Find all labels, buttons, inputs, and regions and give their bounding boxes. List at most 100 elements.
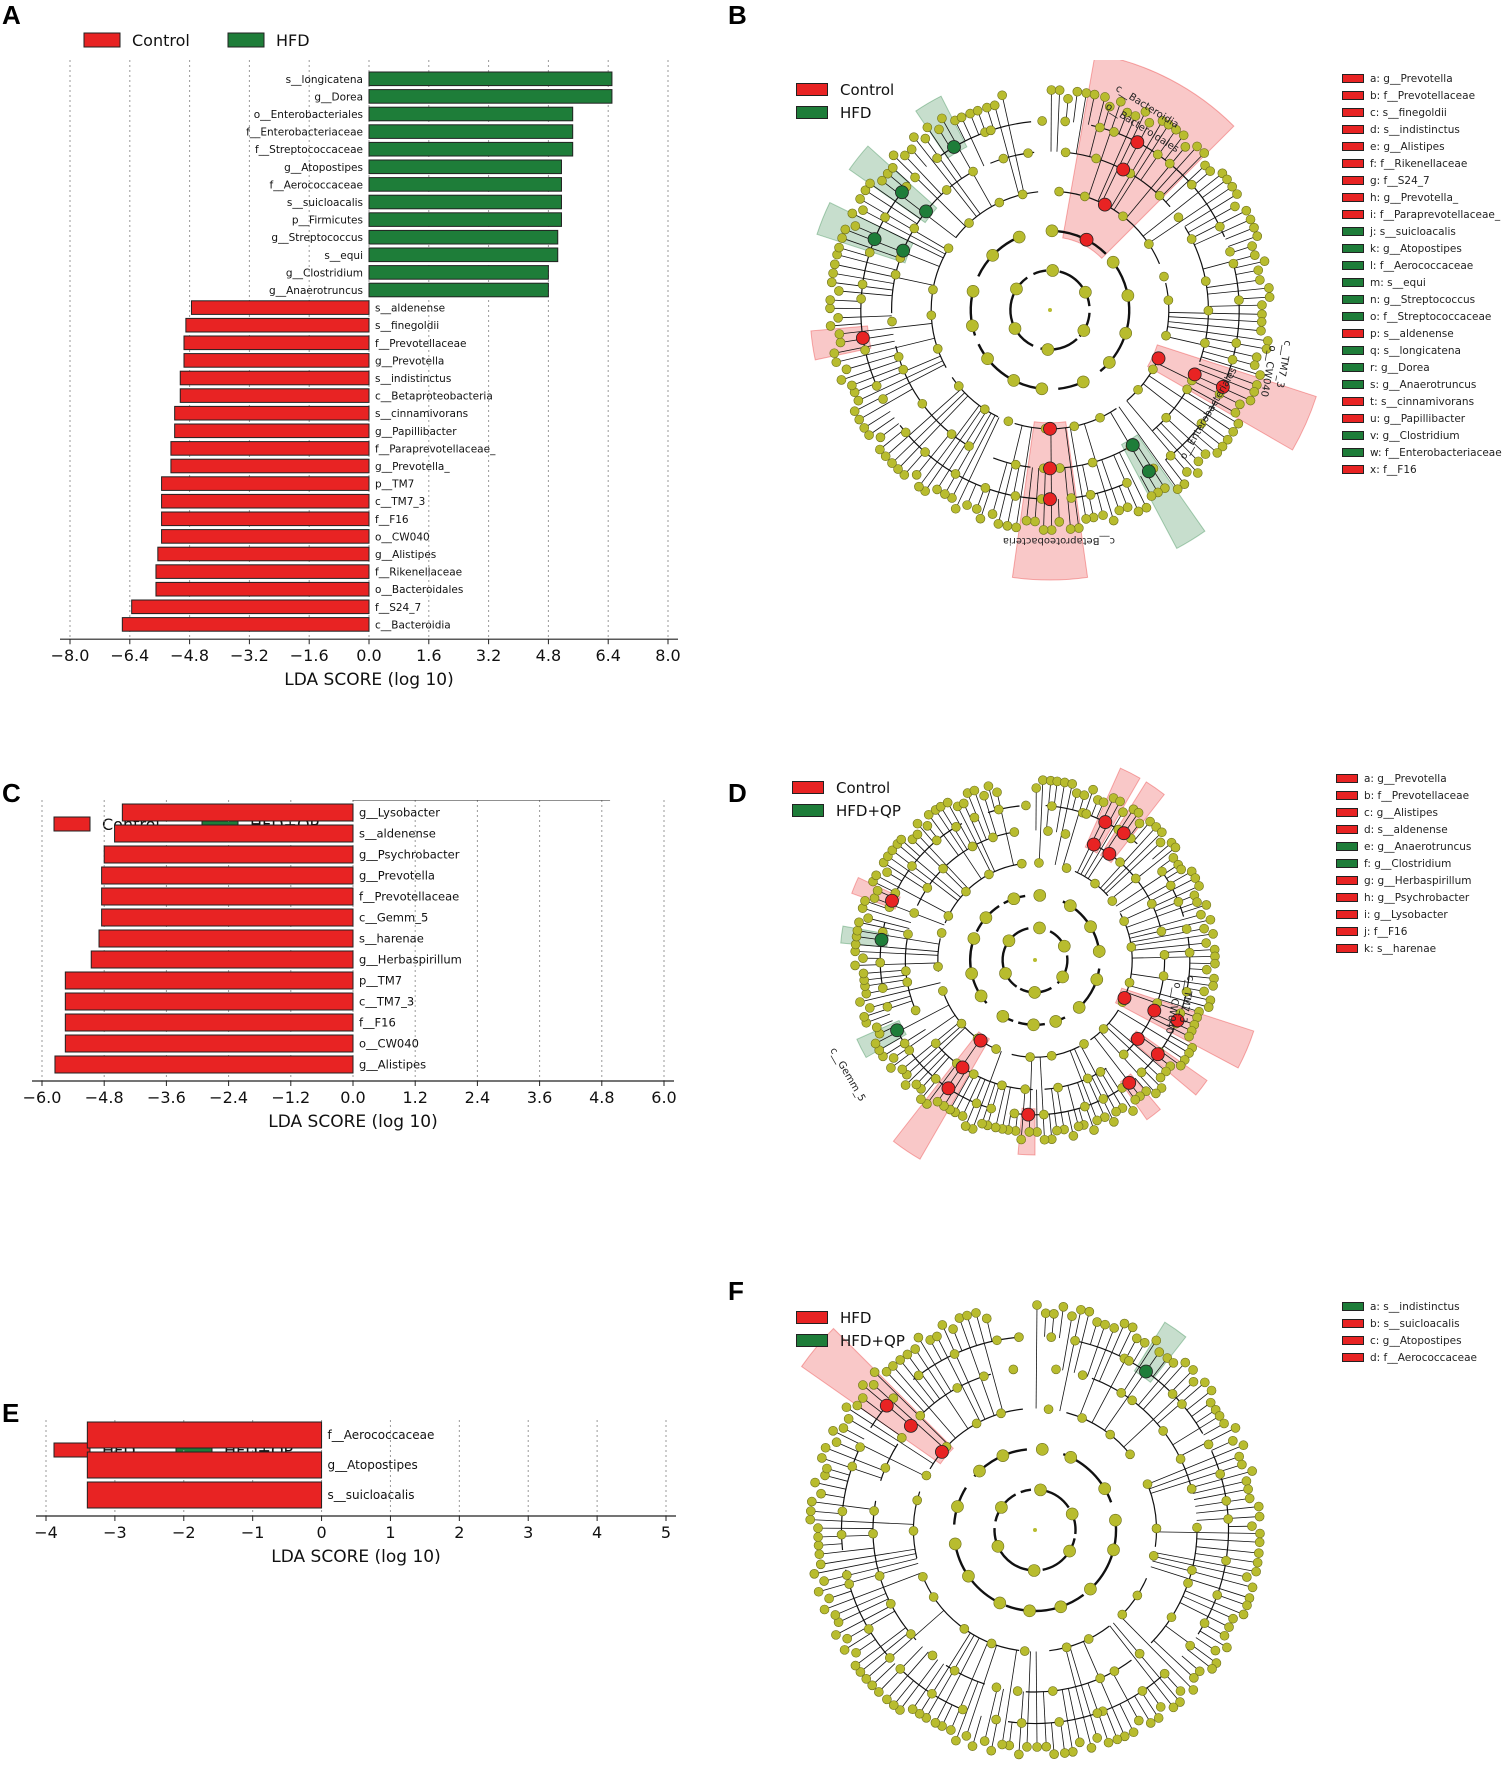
tree-branch bbox=[1119, 1703, 1134, 1733]
leaf-node bbox=[1249, 360, 1260, 371]
key-label: f: f__Rikenellaceae bbox=[1370, 157, 1468, 170]
internal-node bbox=[979, 1371, 989, 1382]
internal-node bbox=[1181, 986, 1192, 997]
internal-node bbox=[1090, 878, 1100, 889]
leaf-node bbox=[850, 221, 861, 231]
leaf-node bbox=[1255, 275, 1265, 285]
internal-node bbox=[920, 447, 930, 457]
tree-arc bbox=[1009, 291, 1016, 327]
leaf-node bbox=[1184, 1048, 1194, 1058]
key-label: i: f__Paraprevotellaceae_ bbox=[1370, 208, 1501, 221]
tree-branch bbox=[1103, 831, 1163, 892]
leaf-node bbox=[1128, 1727, 1139, 1738]
tree-branch bbox=[1158, 998, 1200, 1013]
leaf-node bbox=[1068, 1747, 1078, 1757]
leaf-node bbox=[1046, 85, 1057, 95]
tree-branch bbox=[873, 1384, 945, 1450]
x-tick-label: 0 bbox=[316, 1523, 326, 1542]
biomarker-node bbox=[1125, 438, 1140, 452]
tree-branch bbox=[992, 462, 1008, 515]
x-tick-label: −3.6 bbox=[147, 1088, 186, 1107]
internal-node bbox=[1159, 950, 1170, 960]
group-label: HFD bbox=[840, 103, 872, 122]
leaf-node bbox=[835, 337, 846, 348]
key-row: c: g__Atopostipes bbox=[1342, 1332, 1477, 1349]
tree-branch bbox=[944, 412, 992, 495]
leaf-node bbox=[909, 132, 919, 142]
leaf-node bbox=[1190, 873, 1201, 883]
leaf-node bbox=[836, 375, 847, 385]
bar-o-cw040 bbox=[64, 1034, 354, 1053]
leaf-node bbox=[1193, 456, 1204, 467]
tree-branch bbox=[1128, 914, 1202, 935]
bar-label: f__Aerococcaceae bbox=[328, 1428, 435, 1442]
leaf-node bbox=[922, 821, 933, 831]
x-tick-label: 2 bbox=[454, 1523, 464, 1542]
key-swatch bbox=[1336, 876, 1358, 885]
internal-node bbox=[1173, 896, 1184, 907]
leaf-node bbox=[1134, 1715, 1144, 1726]
cladogram-d-key: a: g__Prevotella b: f__Prevotellaceae c: g… bbox=[1336, 770, 1471, 957]
biomarker-node bbox=[1147, 1003, 1162, 1018]
bar-label: s__longicatena bbox=[286, 74, 363, 86]
key-row: d: s__aldenense bbox=[1336, 821, 1471, 838]
internal-node bbox=[1091, 153, 1101, 164]
bar-s-suicloacalis bbox=[86, 1481, 323, 1509]
biomarker-node bbox=[1150, 1047, 1165, 1062]
internal-node bbox=[903, 929, 913, 940]
x-tick-label: −4 bbox=[34, 1523, 58, 1542]
leaf-node bbox=[837, 233, 847, 243]
key-row: i: f__Paraprevotellaceae_ bbox=[1342, 206, 1502, 223]
tree-arc bbox=[1152, 391, 1187, 432]
internal-node bbox=[1158, 1426, 1168, 1436]
bar-label: g__Alistipes bbox=[359, 1058, 426, 1072]
tree-branch bbox=[859, 198, 948, 251]
tree-branch bbox=[1199, 1630, 1228, 1648]
biomarker-node bbox=[1130, 135, 1145, 150]
x-tick-label: 6.0 bbox=[651, 1088, 676, 1107]
tree-branch bbox=[1112, 1622, 1181, 1703]
key-row: k: s__harenae bbox=[1336, 940, 1471, 957]
key-row: f: f__Rikenellaceae bbox=[1342, 155, 1502, 172]
tree-branch bbox=[871, 1663, 896, 1686]
leaf-node bbox=[1256, 325, 1266, 336]
tree-branch bbox=[924, 407, 983, 492]
internal-node bbox=[957, 1704, 968, 1715]
tree-branch bbox=[1142, 383, 1223, 447]
tree-branch bbox=[1185, 391, 1239, 425]
key-label: x: f__F16 bbox=[1370, 463, 1417, 476]
tree-branch bbox=[1126, 992, 1198, 1018]
tree-arc bbox=[1070, 481, 1129, 499]
bar-c-tm7-3 bbox=[161, 493, 370, 509]
tree-branch bbox=[875, 874, 950, 915]
tree-branch bbox=[869, 995, 911, 1009]
tree-arc bbox=[1066, 1412, 1133, 1458]
tree-branch bbox=[1100, 826, 1157, 889]
tree-branch bbox=[972, 1715, 982, 1747]
tree-branch bbox=[868, 417, 895, 436]
leaf-node bbox=[1251, 352, 1262, 362]
tree-branch bbox=[830, 323, 862, 327]
internal-node bbox=[1065, 1507, 1079, 1521]
bar-label: p__Firmicutes bbox=[292, 215, 363, 227]
internal-node bbox=[1159, 271, 1169, 282]
key-label: g: g__Herbaspirillum bbox=[1364, 874, 1472, 887]
tree-branch bbox=[825, 1447, 885, 1472]
tree-branch bbox=[905, 1027, 966, 1086]
internal-node bbox=[930, 1073, 941, 1084]
key-label: c: g__Alistipes bbox=[1364, 806, 1438, 819]
leaf-node bbox=[852, 925, 863, 936]
key-row: h: g__Psychrobacter bbox=[1336, 889, 1471, 906]
leaf-node bbox=[1247, 241, 1257, 251]
tree-branch bbox=[1156, 427, 1199, 474]
legend-swatch-hfd bbox=[227, 32, 265, 48]
biomarker-node bbox=[1130, 1031, 1145, 1046]
leaf-node bbox=[857, 1393, 868, 1403]
key-label: u: g__Papillibacter bbox=[1370, 412, 1466, 425]
internal-node bbox=[1080, 191, 1090, 202]
leaf-node bbox=[958, 798, 969, 809]
leaf-node bbox=[1151, 1335, 1162, 1346]
leaf-node bbox=[850, 1660, 861, 1671]
tree-branch bbox=[848, 1418, 897, 1448]
internal-node bbox=[921, 1470, 932, 1481]
